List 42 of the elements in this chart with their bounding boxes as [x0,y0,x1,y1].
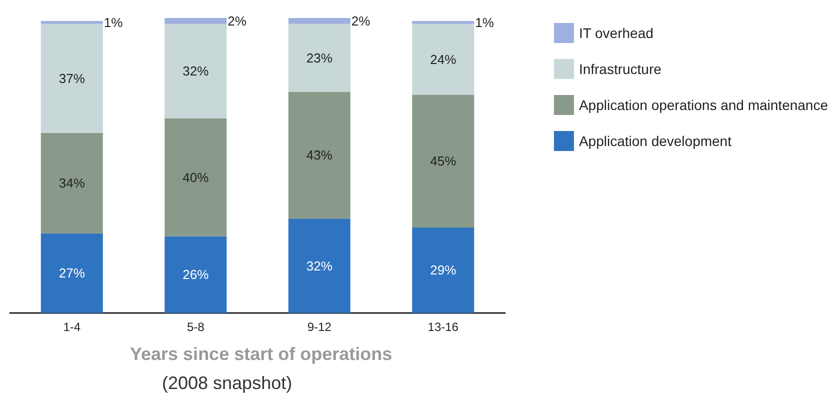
bar [40,233,103,313]
data-label: 40% [182,170,210,185]
data-label: 45% [430,154,457,169]
x-tick-label: 13-16 [428,320,459,334]
bar [288,18,350,24]
data-label: 43% [306,148,333,163]
data-label: 26% [182,267,210,282]
bar [164,118,227,236]
x-tick-label: 1-4 [63,320,81,334]
data-label: 1% [475,14,494,30]
data-label: 37% [58,70,86,86]
legend-label: Application development [578,133,732,149]
legend-label: Application operations and maintenance [578,97,828,113]
bar [288,24,350,92]
x-tick-label: 9-12 [307,320,332,334]
x-tick-label: 5-8 [186,320,205,334]
data-label: 29% [430,262,457,278]
data-label: 23% [306,50,333,66]
bar [164,18,227,24]
bar [412,24,474,95]
bar [288,92,350,219]
bar [412,227,474,313]
text: (2008 snapshot) [162,373,292,393]
bar [412,94,474,228]
data-label: 1% [104,14,124,30]
data-label: 24% [430,52,457,67]
bar [288,218,350,313]
bar [164,24,227,118]
legend-label: IT overhead [578,25,654,41]
data-label: 27% [58,266,86,281]
bar [40,24,103,134]
bar [412,20,474,24]
data-label: 2% [351,13,371,28]
data-label: 34% [58,176,86,191]
x-axis-title: Years since start of operations [130,344,392,364]
data-label: 32% [182,64,210,79]
bar [40,20,103,24]
bar [164,236,227,313]
legend-label: Infrastructure [578,61,662,77]
data-label: 2% [228,13,247,28]
bar [40,133,103,234]
data-label: 32% [306,258,333,274]
